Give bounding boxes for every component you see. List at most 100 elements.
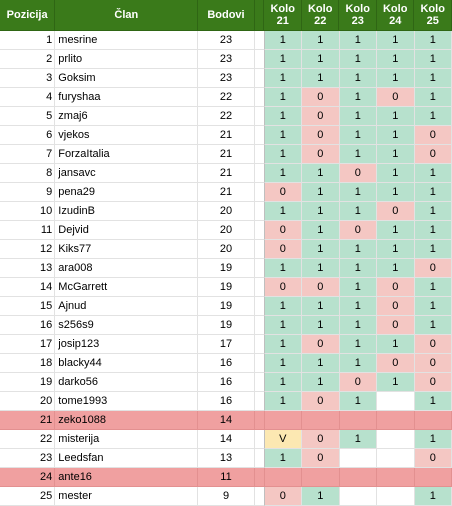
position-cell[interactable]: 1 — [0, 31, 55, 50]
member-cell[interactable]: s256s9 — [55, 316, 198, 335]
round-23-cell[interactable] — [340, 468, 378, 487]
member-cell[interactable]: darko56 — [55, 373, 198, 392]
round-21-cell[interactable]: 1 — [265, 107, 303, 126]
round-23-cell[interactable]: 1 — [340, 240, 378, 259]
round-21-cell[interactable]: 1 — [265, 126, 303, 145]
round-22-cell[interactable]: 1 — [302, 69, 340, 88]
round-25-cell[interactable]: 1 — [415, 164, 452, 183]
round-21-cell[interactable]: 1 — [265, 50, 303, 69]
points-cell[interactable]: 22 — [198, 88, 254, 107]
position-cell[interactable]: 15 — [0, 297, 55, 316]
points-cell[interactable]: 23 — [198, 69, 254, 88]
round-23-cell[interactable]: 1 — [340, 88, 378, 107]
round-21-cell[interactable]: 1 — [265, 69, 303, 88]
points-cell[interactable]: 20 — [198, 202, 254, 221]
round-24-cell[interactable] — [377, 411, 415, 430]
round-23-cell[interactable] — [340, 411, 378, 430]
member-cell[interactable]: zmaj6 — [55, 107, 198, 126]
round-22-cell[interactable]: 0 — [302, 88, 340, 107]
round-23-cell[interactable]: 1 — [340, 316, 378, 335]
member-cell[interactable]: Kiks77 — [55, 240, 198, 259]
round-21-cell[interactable]: 1 — [265, 316, 303, 335]
round-23-cell[interactable] — [340, 449, 378, 468]
round-25-cell[interactable]: 1 — [415, 430, 452, 449]
round-24-cell[interactable]: 0 — [377, 202, 415, 221]
round-24-cell[interactable]: 0 — [377, 354, 415, 373]
points-cell[interactable]: 19 — [198, 259, 254, 278]
position-cell[interactable]: 24 — [0, 468, 55, 487]
round-24-cell[interactable] — [377, 392, 415, 411]
points-cell[interactable]: 16 — [198, 392, 254, 411]
position-cell[interactable]: 14 — [0, 278, 55, 297]
round-22-cell[interactable]: 1 — [302, 373, 340, 392]
member-cell[interactable]: blacky44 — [55, 354, 198, 373]
round-24-cell[interactable] — [377, 468, 415, 487]
round-24-cell[interactable]: 1 — [377, 107, 415, 126]
position-cell[interactable]: 16 — [0, 316, 55, 335]
points-cell[interactable]: 19 — [198, 316, 254, 335]
member-cell[interactable]: Ajnud — [55, 297, 198, 316]
round-21-cell[interactable]: 1 — [265, 373, 303, 392]
round-24-cell[interactable]: 1 — [377, 31, 415, 50]
round-25-cell[interactable]: 0 — [415, 373, 452, 392]
round-24-cell[interactable]: 1 — [377, 335, 415, 354]
member-cell[interactable]: Dejvid — [55, 221, 198, 240]
round-24-cell[interactable]: 1 — [377, 221, 415, 240]
round-22-cell[interactable]: 0 — [302, 449, 340, 468]
position-cell[interactable]: 21 — [0, 411, 55, 430]
round-25-cell[interactable] — [415, 411, 452, 430]
round-24-cell[interactable]: 1 — [377, 183, 415, 202]
round-21-cell[interactable]: 1 — [265, 145, 303, 164]
points-cell[interactable]: 13 — [198, 449, 254, 468]
header-points[interactable]: Bodovi — [198, 0, 254, 31]
position-cell[interactable]: 3 — [0, 69, 55, 88]
position-cell[interactable]: 10 — [0, 202, 55, 221]
round-25-cell[interactable]: 0 — [415, 354, 452, 373]
round-22-cell[interactable]: 0 — [302, 278, 340, 297]
round-21-cell[interactable] — [265, 411, 303, 430]
points-cell[interactable]: 16 — [198, 373, 254, 392]
round-23-cell[interactable]: 1 — [340, 335, 378, 354]
position-cell[interactable]: 25 — [0, 487, 55, 506]
points-cell[interactable]: 23 — [198, 31, 254, 50]
round-23-cell[interactable]: 0 — [340, 373, 378, 392]
round-22-cell[interactable]: 0 — [302, 107, 340, 126]
member-cell[interactable]: zeko1088 — [55, 411, 198, 430]
round-22-cell[interactable]: 1 — [302, 31, 340, 50]
round-25-cell[interactable] — [415, 468, 452, 487]
round-23-cell[interactable]: 1 — [340, 107, 378, 126]
round-24-cell[interactable] — [377, 430, 415, 449]
round-21-cell[interactable]: 1 — [265, 31, 303, 50]
position-cell[interactable]: 12 — [0, 240, 55, 259]
points-cell[interactable]: 19 — [198, 278, 254, 297]
round-22-cell[interactable]: 1 — [302, 354, 340, 373]
position-cell[interactable]: 20 — [0, 392, 55, 411]
round-22-cell[interactable]: 1 — [302, 487, 340, 506]
points-cell[interactable]: 17 — [198, 335, 254, 354]
position-cell[interactable]: 4 — [0, 88, 55, 107]
round-22-cell[interactable]: 0 — [302, 126, 340, 145]
position-cell[interactable]: 19 — [0, 373, 55, 392]
round-21-cell[interactable]: 1 — [265, 335, 303, 354]
round-21-cell[interactable]: 0 — [265, 183, 303, 202]
points-cell[interactable]: 9 — [198, 487, 254, 506]
round-23-cell[interactable]: 1 — [340, 69, 378, 88]
round-21-cell[interactable]: 1 — [265, 88, 303, 107]
round-25-cell[interactable]: 1 — [415, 297, 452, 316]
round-25-cell[interactable]: 1 — [415, 316, 452, 335]
round-21-cell[interactable]: 1 — [265, 354, 303, 373]
round-21-cell[interactable]: 1 — [265, 392, 303, 411]
round-25-cell[interactable]: 0 — [415, 126, 452, 145]
member-cell[interactable]: mesrine — [55, 31, 198, 50]
position-cell[interactable]: 7 — [0, 145, 55, 164]
position-cell[interactable]: 18 — [0, 354, 55, 373]
points-cell[interactable]: 20 — [198, 240, 254, 259]
points-cell[interactable]: 19 — [198, 297, 254, 316]
member-cell[interactable]: misterija — [55, 430, 198, 449]
round-25-cell[interactable]: 1 — [415, 69, 452, 88]
member-cell[interactable]: ara008 — [55, 259, 198, 278]
points-cell[interactable]: 14 — [198, 430, 254, 449]
